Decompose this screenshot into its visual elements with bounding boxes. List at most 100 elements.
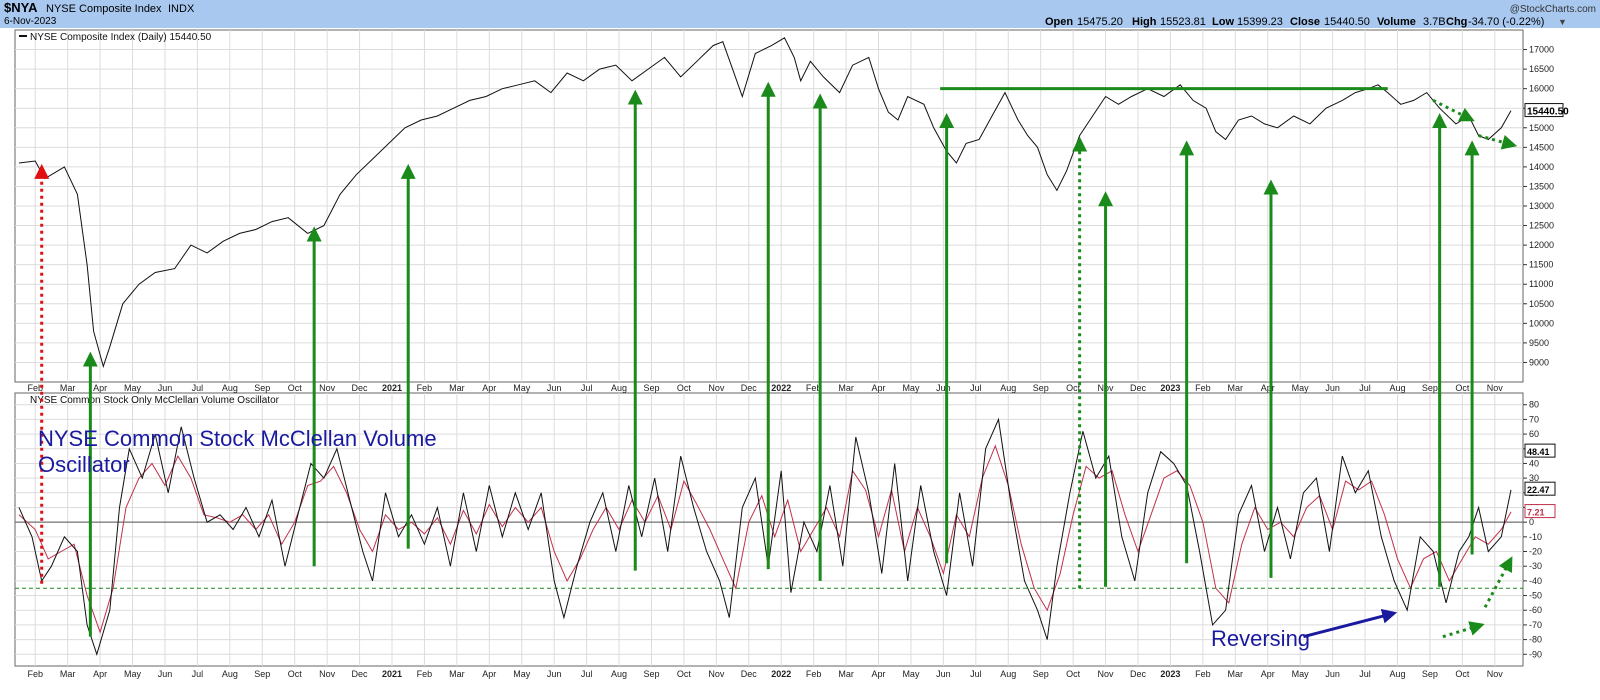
close-label: Close [1290,16,1320,28]
month-label-top: Jul [581,383,593,393]
month-label-bottom: Jul [970,669,982,679]
month-label-bottom: Jul [581,669,593,679]
month-label-bottom: Aug [611,669,627,679]
price-tick-label: 11500 [1529,260,1553,270]
low-value: 15399.23 [1237,16,1283,28]
month-label-bottom: May [1292,669,1310,679]
oscillator-value-text: 48.41 [1527,447,1550,457]
month-label-top: Jun [158,383,173,393]
oscillator-value-box [1524,443,1556,458]
oscillator-tick-label: -30 [1529,561,1542,571]
volume-label: Volume [1377,16,1416,28]
month-label-top: Nov [708,383,725,393]
month-label-top: Feb [27,383,43,393]
month-label-bottom: Aug [1000,669,1016,679]
month-label-top: Dec [741,383,758,393]
month-label-top: Sep [643,383,659,393]
oscillator-tick-label: -80 [1529,635,1542,645]
header-bar [0,0,1600,28]
month-label-bottom: Apr [93,669,107,679]
month-label-bottom: Jun [158,669,173,679]
price-tick-label: 12000 [1529,240,1554,250]
chg-label: Chg [1446,16,1467,28]
month-label-bottom: Nov [1098,669,1115,679]
month-label-top: May [1292,383,1310,393]
price-legend-text: NYSE Composite Index (Daily) 15440.50 [30,32,212,43]
month-label-top: Apr [93,383,107,393]
month-label-bottom: 2023 [1160,669,1180,679]
oscillator-tick-label: -40 [1529,576,1542,586]
month-label-bottom: Sep [1422,669,1438,679]
price-y-axis: 9000 9500 10000 10500 11000 11500 12000 12500 13… [1523,45,1554,367]
month-label-top: Sep [1422,383,1438,393]
month-label-bottom: Nov [708,669,725,679]
month-label-top: 2021 [382,383,402,393]
month-label-top: Apr [1261,383,1275,393]
month-label-top: Jun [547,383,562,393]
chg-value: -34.70 (-0.22%) [1468,16,1544,28]
month-label-top: 2023 [1160,383,1180,393]
month-label-bottom: Jul [1359,669,1371,679]
month-label-top: May [124,383,142,393]
month-label-top: Nov [1487,383,1504,393]
month-label-bottom: May [124,669,142,679]
close-value: 15440.50 [1324,16,1370,28]
price-tick-label: 13000 [1529,201,1554,211]
month-label-top: Oct [1455,383,1470,393]
month-label-bottom: May [513,669,531,679]
price-tick-label: 15000 [1529,123,1554,133]
reversing-annotation: Reversing [1211,626,1310,651]
ohlc-readout: Open 15475.20 High 15523.81 Low 15399.23… [1045,16,1544,28]
oscillator-tick-label: -10 [1529,532,1542,542]
header-symbol: $NYA [4,0,38,15]
header-date: 6-Nov-2023 [4,16,57,27]
month-label-top: Jul [1359,383,1371,393]
oscillator-annotation-box: NYSE Common Stock McClellan Volume Oscil… [38,426,437,477]
month-label-top: Dec [1130,383,1147,393]
month-label-top: Mar [1228,383,1244,393]
month-label-bottom: 2021 [382,669,402,679]
month-label-bottom: Nov [319,669,336,679]
month-label-bottom: Feb [417,669,433,679]
month-label-bottom: Oct [677,669,692,679]
month-label-bottom: Feb [1195,669,1211,679]
month-label-top: Mar [838,383,854,393]
price-tick-label: 12500 [1529,221,1554,231]
month-label-top: Aug [1000,383,1016,393]
header-watermark: @StockCharts.com [1510,4,1596,15]
oscillator-tick-label: 70 [1529,414,1539,424]
month-label-bottom: Oct [1455,669,1470,679]
oscillator-tick-label: -60 [1529,605,1542,615]
high-value: 15523.81 [1160,16,1206,28]
month-label-bottom: Feb [806,669,822,679]
open-value: 15475.20 [1077,16,1123,28]
month-label-bottom: Jun [547,669,562,679]
month-label-bottom: Aug [1389,669,1405,679]
price-legend: NYSE Composite Index (Daily) 15440.50 [19,32,212,43]
month-label-top: Dec [352,383,369,393]
month-label-bottom: Mar [60,669,76,679]
month-label-top: Jun [1325,383,1340,393]
month-label-bottom: Aug [222,669,238,679]
oscillator-tick-label: 40 [1529,458,1539,468]
month-label-bottom: 2022 [771,669,791,679]
price-trend-arrow [1432,99,1475,122]
month-axis: Feb Feb Mar Mar Apr Apr May May Jun Jun Jul Jul Aug A… [27,383,1503,679]
header-exchange: INDX [168,3,195,15]
month-label-top: Feb [417,383,433,393]
oscillator-tick-label: 30 [1529,473,1539,483]
month-label-bottom: May [902,669,920,679]
month-label-bottom: Mar [838,669,854,679]
month-label-bottom: Sep [643,669,659,679]
volume-value: 3.7B [1423,16,1446,28]
settings-chevron-icon[interactable]: ▼ [1558,17,1567,27]
oscillator-value-box [1524,481,1556,496]
price-last-value-text: 15440.50 [1527,107,1569,118]
month-label-top: Oct [677,383,692,393]
oscillator-y-axis: -90-80-70-60-50-40-30-20-100102030405060… [1523,400,1542,659]
price-tick-label: 9000 [1529,357,1549,367]
oscillator-series-line [18,417,1512,656]
month-label-bottom: Jul [192,669,204,679]
month-label-top: 2022 [771,383,791,393]
reversing-arrow [1303,608,1398,639]
